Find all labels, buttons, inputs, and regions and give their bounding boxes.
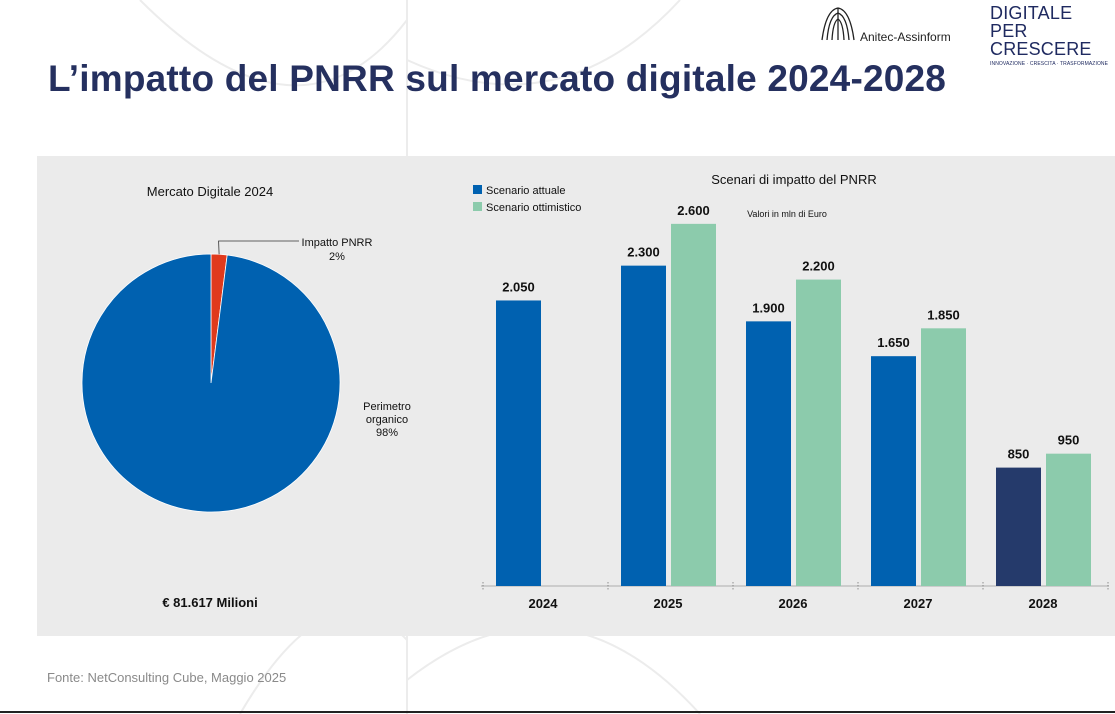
bar-value-label-0-2025: 2.300 — [627, 245, 660, 260]
pie-slice-perimetro-organico — [81, 253, 341, 513]
x-tick-label-2025: 2025 — [654, 596, 683, 611]
pie-total-label: € 81.617 Milioni — [162, 595, 257, 610]
anitec-emblem-icon — [821, 7, 855, 41]
legend-label-1: Scenario ottimistico — [486, 202, 581, 214]
legend-swatch-1 — [473, 202, 482, 211]
digitale-per-crescere-logo: DIGITALE PER CRESCERE INNOVAZIONE · CRES… — [990, 3, 1114, 67]
legend-swatch-0 — [473, 185, 482, 194]
legend-label-0: Scenario attuale — [486, 185, 566, 197]
charts-svg: Mercato Digitale 2024 Impatto PNRR 2% Perim… — [81, 172, 1109, 611]
dpc-logo-tagline: INNOVAZIONE · CRESCITA · TRASFORMAZIONE — [990, 61, 1109, 67]
bar-value-label-1-2028: 950 — [1058, 433, 1080, 448]
bar-scenario-attuale-2028 — [996, 467, 1041, 586]
bar-scenario-ottimistico-2028 — [1046, 453, 1091, 586]
bar-scenario-attuale-2024 — [496, 300, 541, 586]
bar-value-label-0-2028: 850 — [1008, 447, 1030, 462]
bar-value-label-0-2024: 2.050 — [502, 279, 535, 294]
x-tick-label-2024: 2024 — [529, 596, 559, 611]
pie-title: Mercato Digitale 2024 — [147, 184, 273, 199]
anitec-logo-text: Anitec-Assinform — [860, 30, 951, 44]
bar-scenario-ottimistico-2026 — [796, 279, 841, 586]
page-title: L’impatto del PNRR sul mercato digitale … — [48, 58, 947, 99]
x-tick-label-2028: 2028 — [1029, 596, 1058, 611]
bottom-divider — [0, 711, 1115, 713]
bar-scenario-ottimistico-2025 — [671, 223, 716, 586]
bar-scenario-attuale-2027 — [871, 356, 916, 586]
pie-label-organico-line-1: organico — [366, 414, 408, 426]
bar-value-label-1-2025: 2.600 — [677, 203, 710, 218]
bar-value-label-1-2027: 1.850 — [927, 307, 960, 322]
source-note: Fonte: NetConsulting Cube, Maggio 2025 — [47, 670, 287, 685]
pie-label-organico-line-2: 98% — [376, 427, 398, 439]
bar-value-label-0-2027: 1.650 — [877, 335, 910, 350]
bar-scenario-attuale-2026 — [746, 321, 791, 586]
bar-chart-subtitle: Valori in mln di Euro — [747, 209, 827, 219]
pie-label-pnrr-line-1: 2% — [329, 251, 345, 263]
bar-value-label-0-2026: 1.900 — [752, 300, 785, 315]
x-tick-label-2027: 2027 — [904, 596, 933, 611]
bar-chart-title: Scenari di impatto del PNRR — [711, 172, 876, 187]
bar-scenario-attuale-2025 — [621, 265, 666, 586]
dpc-logo-line1: DIGITALE — [990, 3, 1073, 23]
bar-value-label-1-2026: 2.200 — [802, 259, 835, 274]
anitec-assinform-logo: Anitec-Assinform — [818, 4, 963, 48]
pie-label-pnrr-line-0: Impatto PNRR — [302, 237, 373, 249]
chart-panel: Mercato Digitale 2024 Impatto PNRR 2% Perim… — [37, 156, 1115, 636]
x-tick-label-2026: 2026 — [779, 596, 808, 611]
pie-label-organico-line-0: Perimetro — [363, 401, 411, 413]
dpc-logo-line2: PER CRESCERE — [990, 21, 1092, 59]
bar-scenario-ottimistico-2027 — [921, 328, 966, 586]
pie-leader-line — [218, 240, 299, 255]
